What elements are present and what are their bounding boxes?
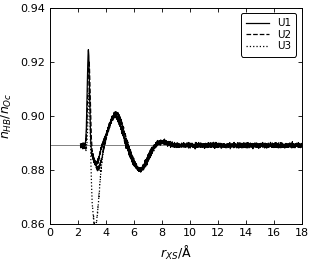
U3 [186,145,190,148]
U3 [300,144,304,147]
U2 [186,141,190,144]
U2 [87,59,91,62]
Legend: U1, U2, U3: U1, U2, U3 [241,13,296,57]
U3 [181,143,184,146]
U3 [90,195,94,198]
Y-axis label: $n_{HB}/n_{Oc}$: $n_{HB}/n_{Oc}$ [0,92,15,139]
U3 [294,143,297,146]
U2 [300,145,304,148]
U3 [253,142,257,145]
U2 [253,144,257,147]
U2 [181,144,184,147]
U2 [139,171,142,174]
U1 [86,48,90,51]
U1 [294,144,297,147]
Line: U1: U1 [81,50,302,171]
Line: U3: U3 [81,93,302,224]
U1 [181,143,184,146]
U3 [92,222,96,225]
U1 [253,145,257,148]
U1 [186,144,190,147]
U1 [300,142,304,145]
U1 [294,143,297,146]
U3 [79,145,82,148]
U2 [90,146,94,150]
U2 [294,145,297,148]
U1 [79,142,82,146]
U1 [90,152,94,155]
Line: U2: U2 [81,61,302,172]
U2 [294,142,297,146]
X-axis label: $r_{XS}$/Å: $r_{XS}$/Å [160,244,192,260]
U1 [137,170,141,173]
U3 [294,144,297,147]
U3 [87,92,91,95]
U2 [79,143,82,146]
